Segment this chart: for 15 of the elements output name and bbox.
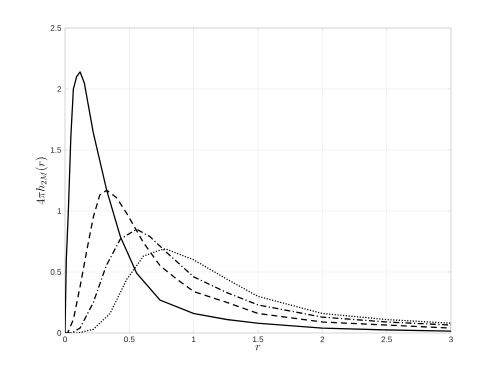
y-axis-title: $4\pi h_{2M}(r)$	[35, 158, 48, 204]
y-tick-label: 2	[57, 86, 62, 92]
x-tick-label: 0	[63, 336, 67, 342]
x-tick-label: 2	[320, 336, 324, 342]
x-tick-label: 2.5	[382, 336, 392, 342]
y-tick-label: 1	[58, 208, 62, 214]
x-axis-title: $r$	[256, 344, 260, 350]
y-tick-label: 2.5	[50, 25, 62, 31]
y-tick-label: 0	[57, 330, 62, 336]
x-tick-label: 3	[449, 336, 453, 342]
x-tick-label: 1	[192, 336, 196, 342]
x-tick-label: 0.5	[124, 336, 135, 342]
y-tick-label: 0.5	[50, 269, 62, 275]
x-tick-label: 1.5	[253, 336, 264, 342]
y-tick-label: 1.5	[50, 147, 62, 153]
